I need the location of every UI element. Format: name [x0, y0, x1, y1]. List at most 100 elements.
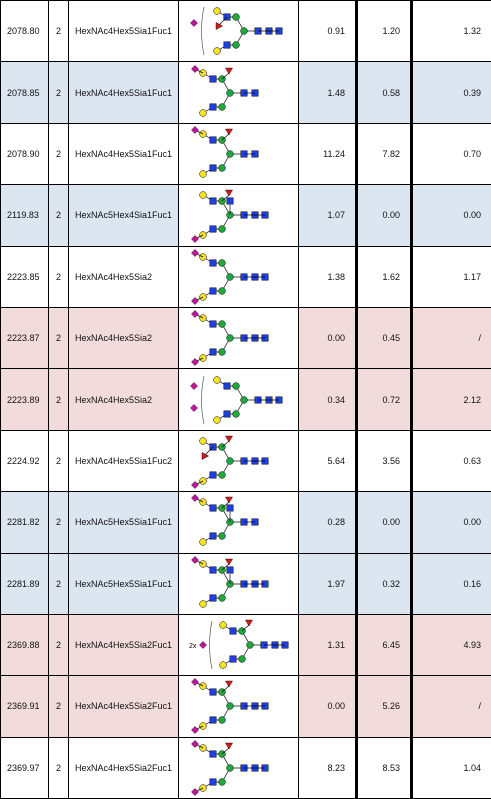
mass-cell: 2223.87 [0, 306, 49, 370]
hybrid-sia-fuc-glycan-icon [178, 491, 299, 554]
value-1-cell: 11.24 [298, 122, 358, 186]
value-2-cell: 0.00 [356, 491, 413, 554]
value-1-cell: 8.23 [298, 736, 358, 799]
charge-cell: 2 [48, 306, 69, 370]
value-2-cell: 0.72 [356, 368, 413, 431]
biantennary-two-sia-glycan-icon [178, 306, 299, 370]
value-2-cell: 8.53 [356, 736, 413, 799]
biantennary-two-sia-fuc-glycan-icon [178, 675, 299, 738]
value-1-cell: 0.91 [298, 0, 358, 63]
value-2-cell: 5.26 [356, 675, 413, 738]
charge-cell: 2 [48, 736, 69, 799]
value-2-cell: 0.00 [356, 184, 413, 247]
mass-cell: 2078.85 [0, 61, 49, 124]
value-1-cell: 1.07 [298, 184, 358, 247]
table-row: 2078.80 2 HexNAc4Hex5Sia1Fuc1 0.91 1.20 1.32 [0, 0, 491, 63]
composition-cell: HexNAc5Hex5Sia1Fuc1 [68, 552, 179, 615]
value-2-cell: 0.45 [356, 306, 413, 370]
composition-cell: HexNAc4Hex5Sia2Fuc1 [68, 736, 179, 799]
mass-cell: 2281.82 [0, 491, 49, 554]
value-3-cell: 0.00 [411, 491, 491, 554]
value-2-cell: 1.20 [356, 0, 413, 63]
bracket-two-sia-glycan-icon [178, 368, 299, 431]
mass-cell: 2281.89 [0, 552, 49, 615]
composition-cell: HexNAc4Hex5Sia2 [68, 306, 179, 370]
value-2-cell: 1.62 [356, 245, 413, 308]
mass-cell: 2369.97 [0, 736, 49, 799]
composition-cell: HexNAc4Hex5Sia1Fuc1 [68, 0, 179, 63]
value-1-cell: 0.00 [298, 306, 358, 370]
value-3-cell: / [411, 675, 491, 738]
bracket-sia-antenna-glycan-icon [178, 0, 299, 63]
mass-cell: 2224.92 [0, 429, 49, 493]
charge-cell: 2 [48, 552, 69, 615]
charge-cell: 2 [48, 61, 69, 124]
table-row: 2223.87 2 HexNAc4Hex5Sia2 0.00 0.45/ [0, 306, 491, 370]
charge-cell: 2 [48, 184, 69, 247]
table-row: 2224.92 2 HexNAc4Hex5Sia1Fuc2 5.64 3.56 0.63 [0, 429, 491, 493]
value-2-cell: 6.45 [356, 613, 413, 677]
value-1-cell: 1.38 [298, 245, 358, 308]
biantennary-fuc-top-glycan-icon [178, 61, 299, 124]
mass-cell: 2223.85 [0, 245, 49, 308]
value-2-cell: 0.32 [356, 552, 413, 615]
table-row: 2223.89 2 HexNAc4Hex5Sia2 0.34 0.72 2.12 [0, 368, 491, 431]
value-3-cell: 0.39 [411, 61, 491, 124]
value-3-cell: 2.12 [411, 368, 491, 431]
value-3-cell: 0.70 [411, 122, 491, 186]
charge-cell: 2 [48, 675, 69, 738]
composition-cell: HexNAc4Hex5Sia2Fuc1 [68, 675, 179, 738]
mass-cell: 2369.91 [0, 675, 49, 738]
value-3-cell: / [411, 306, 491, 370]
composition-cell: HexNAc5Hex4Sia1Fuc1 [68, 184, 179, 247]
value-3-cell: 0.16 [411, 552, 491, 615]
charge-cell: 2 [48, 491, 69, 554]
charge-cell: 2 [48, 613, 69, 677]
value-3-cell: 1.04 [411, 736, 491, 799]
value-2-cell: 3.56 [356, 429, 413, 493]
table-row: 2078.90 2 HexNAc4Hex5Sia1Fuc1 11.24 7.82 0.70 [0, 122, 491, 186]
value-1-cell: 1.97 [298, 552, 358, 615]
charge-cell: 2 [48, 368, 69, 431]
mass-cell: 2078.90 [0, 122, 49, 186]
composition-cell: HexNAc5Hex5Sia1Fuc1 [68, 491, 179, 554]
biantennary-fuc-top-glycan-icon [178, 122, 299, 186]
charge-cell: 2 [48, 122, 69, 186]
composition-cell: HexNAc4Hex5Sia1Fuc1 [68, 61, 179, 124]
value-1-cell: 5.64 [298, 429, 358, 493]
mass-cell: 2078.80 [0, 0, 49, 63]
value-3-cell: 1.32 [411, 0, 491, 63]
composition-cell: HexNAc4Hex5Sia2Fuc1 [68, 613, 179, 677]
composition-cell: HexNAc4Hex5Sia1Fuc1 [68, 122, 179, 186]
biantennary-two-fuc-glycan-icon [178, 429, 299, 493]
mass-cell: 2223.89 [0, 368, 49, 431]
value-2-cell: 7.82 [356, 122, 413, 186]
value-1-cell: 0.28 [298, 491, 358, 554]
value-2-cell: 0.58 [356, 61, 413, 124]
bracket-2x-sia-fuc-glycan-icon: 2x [178, 613, 299, 677]
svg-text:2x: 2x [189, 643, 197, 650]
value-3-cell: 4.93 [411, 613, 491, 677]
bisected-fuc-glycan-icon [178, 184, 299, 247]
value-1-cell: 1.31 [298, 613, 358, 677]
biantennary-two-sia-glycan-icon [178, 245, 299, 308]
value-1-cell: 0.00 [298, 675, 358, 738]
value-3-cell: 0.00 [411, 184, 491, 247]
value-3-cell: 0.63 [411, 429, 491, 493]
mass-cell: 2369.88 [0, 613, 49, 677]
table-row: 2369.91 2 HexNAc4Hex5Sia2Fuc1 0.00 5.26/ [0, 675, 491, 738]
table-row: 2223.85 2 HexNAc4Hex5Sia2 1.38 1.62 1.17 [0, 245, 491, 308]
table-row: 2281.82 2 HexNAc5Hex5Sia1Fuc1 0.28 0.00 0.00 [0, 491, 491, 554]
charge-cell: 2 [48, 0, 69, 63]
charge-cell: 2 [48, 245, 69, 308]
mass-cell: 2119.83 [0, 184, 49, 247]
composition-cell: HexNAc4Hex5Sia1Fuc2 [68, 429, 179, 493]
charge-cell: 2 [48, 429, 69, 493]
value-1-cell: 1.48 [298, 61, 358, 124]
table-row: 2119.83 2 HexNAc5Hex4Sia1Fuc1 1.07 0.00 0.00 [0, 184, 491, 247]
table-row: 2078.85 2 HexNAc4Hex5Sia1Fuc1 1.48 0.58 0.39 [0, 61, 491, 124]
table-row: 2369.97 2 HexNAc4Hex5Sia2Fuc1 8.23 8.53 1.04 [0, 736, 491, 799]
value-1-cell: 0.34 [298, 368, 358, 431]
